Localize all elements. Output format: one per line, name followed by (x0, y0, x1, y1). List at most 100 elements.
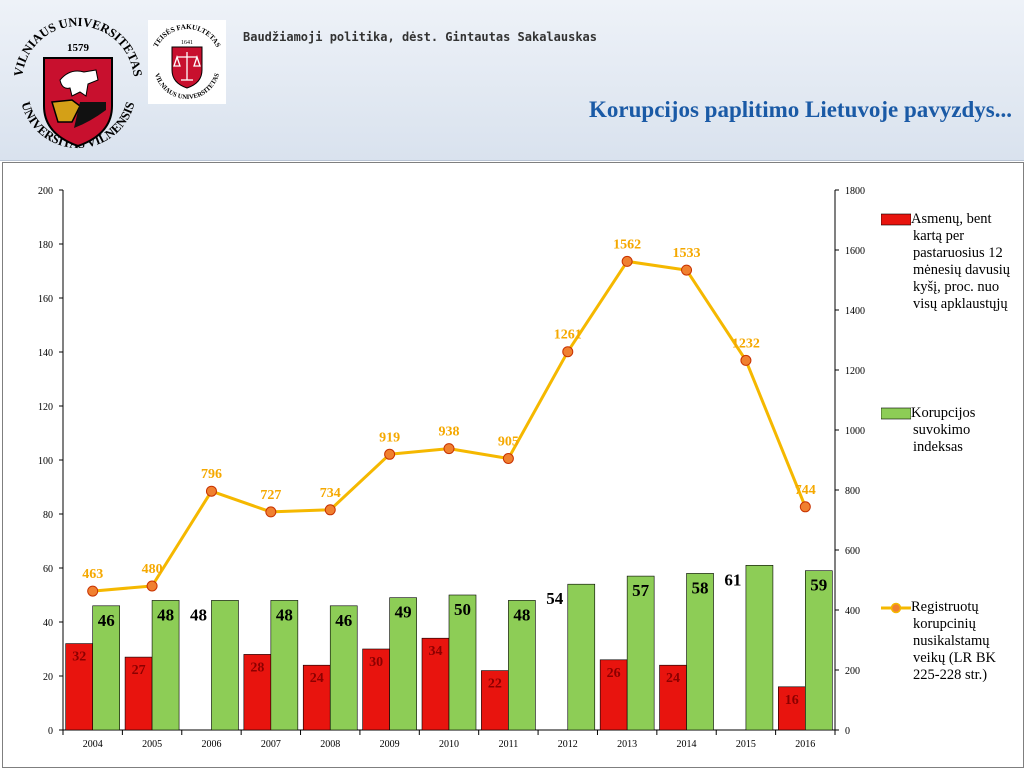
crimes-point (621, 255, 633, 267)
y-tick-label-left: 200 (38, 186, 53, 197)
crimes-point (205, 485, 217, 497)
bar-bribe-label: 24 (666, 671, 680, 686)
bar-cpi-label: 46 (98, 611, 115, 630)
bar-cpi-label: 61 (724, 570, 741, 589)
crimes-point (146, 580, 158, 592)
crimes-point (265, 506, 277, 518)
legend-line-marker (881, 602, 911, 614)
y-tick-label-left: 140 (38, 348, 53, 359)
slide-header: VILNIAUS UNIVERSITETAS UNIVERSITAS VILNE… (0, 0, 1024, 161)
crimes-point-label: 1533 (673, 246, 701, 261)
course-subtitle: Baudžiamoji politika, dėst. Gintautas Sa… (243, 30, 598, 44)
vilnius-university-logo: VILNIAUS UNIVERSITETAS UNIVERSITAS VILNE… (11, 15, 145, 151)
x-tick-label: 2015 (736, 739, 756, 750)
bar-cpi (448, 594, 477, 731)
crimes-point-label: 727 (260, 488, 281, 503)
knight-horse-icon (59, 69, 99, 97)
crimes-point-label: 919 (379, 430, 400, 445)
bar-cpi (508, 600, 536, 731)
x-tick-label: 2013 (617, 739, 637, 750)
bar-bribe-label: 27 (132, 663, 146, 678)
faculty-logo-year: 1641 (181, 40, 193, 46)
y-tick-label-right: 1000 (845, 426, 865, 437)
x-tick-label: 2009 (380, 739, 400, 750)
y-tick-label-right: 1200 (845, 366, 865, 377)
y-tick-label-right: 200 (845, 666, 860, 677)
bar-cpi (567, 583, 596, 731)
knight-base-icon (74, 102, 106, 128)
y-tick-label-left: 120 (38, 402, 53, 413)
bar-cpi (92, 605, 120, 731)
crimes-point-label: 938 (439, 425, 460, 440)
crimes-point (740, 354, 752, 366)
bar-cpi-label: 58 (692, 578, 709, 597)
y-tick-label-left: 100 (38, 456, 53, 467)
y-tick-label-right: 600 (845, 546, 860, 557)
bar-cpi-label: 57 (632, 581, 650, 600)
bar-bribe (124, 656, 153, 731)
crimes-point-label: 796 (201, 467, 222, 482)
crimes-point-label: 480 (142, 562, 163, 577)
y-tick-label-right: 1800 (845, 186, 865, 197)
x-tick-label: 2005 (142, 739, 162, 750)
legend-swatch-green (881, 407, 911, 420)
y-tick-label-right: 800 (845, 486, 860, 497)
bar-bribe-label: 34 (429, 644, 443, 659)
bar-cpi (151, 600, 180, 731)
bar-cpi-label: 48 (157, 605, 174, 624)
x-tick-label: 2011 (499, 739, 519, 750)
y-tick-label-left: 80 (43, 510, 53, 521)
bar-cpi (329, 605, 358, 731)
legend-item-cpi: Korupcijos suvokimo indeksas (881, 405, 1021, 456)
bar-bribe (599, 659, 628, 731)
y-tick-label-right: 1400 (845, 306, 865, 317)
crimes-point (87, 585, 99, 597)
x-tick-label: 2016 (795, 739, 815, 750)
bar-bribe (362, 648, 390, 731)
crimes-point (562, 346, 574, 358)
scales-of-justice-icon (173, 52, 201, 81)
bar-cpi-label: 50 (454, 600, 471, 619)
bar-cpi (211, 600, 239, 731)
y-tick-label-left: 160 (38, 294, 53, 305)
bar-cpi (626, 575, 655, 731)
bar-bribe-label: 28 (250, 660, 264, 675)
x-tick-label: 2007 (261, 739, 281, 750)
legend-swatch-red (881, 213, 911, 226)
bar-cpi (745, 564, 774, 731)
crimes-point (502, 453, 514, 464)
crimes-point (681, 264, 693, 276)
bar-bribe (481, 670, 509, 731)
bar-cpi-label: 59 (810, 576, 827, 595)
y-tick-label-left: 0 (48, 726, 53, 737)
bar-cpi-label: 48 (276, 605, 293, 624)
bar-bribe (778, 686, 806, 731)
crimes-point (384, 448, 396, 460)
combo-chart: 0 20 40 60 80 100 120 140 160 180 200 0 200 400 600 800… (38, 186, 865, 750)
crimes-point (324, 504, 336, 516)
bar-cpi-label: 54 (546, 589, 564, 608)
x-tick-label: 2006 (201, 739, 221, 750)
vu-logo-year: 1579 (67, 42, 90, 54)
bar-bribe (243, 654, 272, 731)
crimes-point-label: 463 (82, 567, 103, 582)
bar-bribe-label: 22 (488, 677, 502, 692)
crimes-point-label: 734 (320, 486, 341, 501)
bar-bribe-label: 16 (785, 693, 799, 708)
bar-cpi-label: 48 (513, 605, 530, 624)
legend-label-crimes: Registruotų korupcinių nusikalstamų veik… (911, 599, 996, 683)
slide-title: Korupcijos paplitimo Lietuvoje pavyzdys.… (589, 97, 1012, 122)
y-tick-label-left: 20 (43, 672, 53, 683)
bar-bribe-label: 32 (72, 650, 86, 665)
bar-cpi-label: 49 (395, 603, 412, 622)
crimes-point (799, 501, 811, 513)
legend-item-bribe: Asmenų, bent kartą per pastaruosius 12 m… (881, 211, 1021, 313)
crimes-point-label: 1562 (613, 237, 641, 252)
bar-cpi-label: 48 (190, 605, 207, 624)
x-tick-label: 2014 (677, 739, 697, 750)
legend-item-crimes: Registruotų korupcinių nusikalstamų veik… (881, 599, 1021, 684)
legend-label-bribe: Asmenų, bent kartą per pastaruosius 12 m… (911, 211, 1011, 312)
law-faculty-logo: TEISĖS FAKULTETAS VILNIAUS UNIVERSITETAS… (148, 20, 226, 104)
y-tick-label-right: 0 (845, 726, 850, 737)
x-tick-label: 2008 (320, 739, 340, 750)
